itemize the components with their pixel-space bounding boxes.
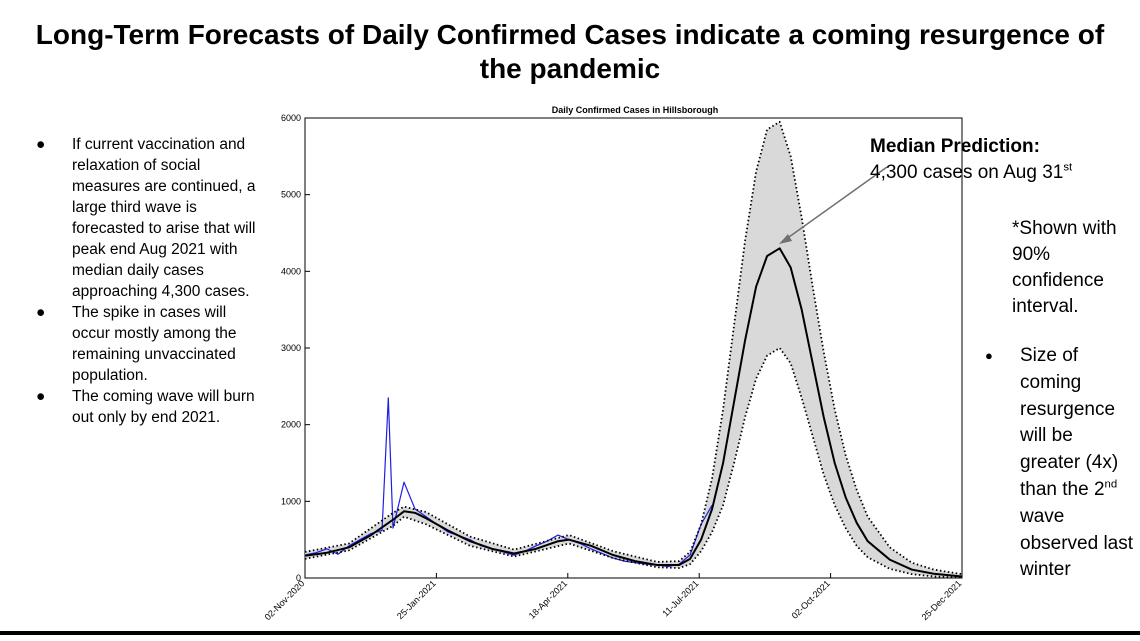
y-tick-label: 4000	[281, 266, 301, 276]
confidence-band	[305, 121, 962, 578]
bullet-icon: ●	[36, 304, 46, 321]
left-bullet-text: The coming wave will burn out only by en…	[72, 388, 255, 426]
right-bullet-sup: nd	[1104, 478, 1118, 491]
callout-heading: Median Prediction:	[870, 136, 1040, 157]
left-bullet-item: ● The spike in cases will occur mostly a…	[36, 302, 266, 386]
slide-title: Long-Term Forecasts of Daily Confirmed C…	[0, 18, 1140, 86]
callout-arrowhead-icon	[779, 234, 792, 244]
callout-arrow	[781, 166, 888, 243]
bullet-icon: ●	[985, 348, 993, 363]
left-bullet-item: ● If current vaccination and relaxation …	[36, 134, 266, 302]
slide-title-line-2: the pandemic	[479, 53, 661, 84]
x-tick-label: 18-Apr-2021	[527, 578, 569, 620]
right-bullet-list: ● Size of coming resurgence will be grea…	[985, 343, 1137, 584]
x-tick-label: 02-Oct-2021	[790, 578, 832, 620]
left-bullet-text: The spike in cases will occur mostly amo…	[72, 304, 237, 384]
y-tick-label: 1000	[281, 496, 301, 506]
right-bullet-item: ● Size of coming resurgence will be grea…	[985, 343, 1137, 584]
confidence-note: *Shown with 90% confidence interval.	[1012, 218, 1117, 317]
left-bullet-item: ● The coming wave will burn out only by …	[36, 386, 266, 428]
median-callout: Median Prediction: 4,300 cases on Aug 31…	[870, 134, 1072, 186]
callout-value: 4,300 cases on Aug 31	[870, 162, 1064, 183]
left-bullet-text: If current vaccination and relaxation of…	[72, 136, 256, 300]
x-tick-label: 11-Jul-2021	[660, 578, 700, 618]
y-tick-label: 0	[296, 573, 301, 583]
y-tick-label: 3000	[281, 343, 301, 353]
left-bullet-list: ● If current vaccination and relaxation …	[36, 134, 266, 428]
upper-bound-line	[304, 120, 963, 576]
lower-bound-line	[304, 347, 963, 579]
callout-value-suffix: st	[1063, 161, 1073, 174]
chart-container: Daily Confirmed Cases in Hillsborough 0 1…	[255, 100, 970, 635]
y-tick-label: 5000	[281, 190, 301, 200]
bottom-rule	[0, 631, 1140, 635]
median-prediction-line	[304, 247, 963, 578]
right-bullet-text-1: Size of coming resurgence will be greate…	[1020, 345, 1119, 500]
x-tick-label: 25-Jan-2021	[395, 578, 438, 621]
forecast-chart: Daily Confirmed Cases in Hillsborough 0 1…	[263, 105, 964, 622]
slide-title-line-1: Long-Term Forecasts of Daily Confirmed C…	[35, 19, 1105, 50]
chart-title: Daily Confirmed Cases in Hillsborough	[552, 105, 719, 115]
bullet-icon: ●	[36, 388, 46, 405]
y-tick-label: 2000	[281, 420, 301, 430]
x-tick-label: 25-Dec-2021	[920, 578, 964, 622]
right-bullet-text-2: wave observed last winter	[1020, 505, 1134, 581]
bullet-icon: ●	[36, 136, 46, 153]
x-tick-label: 02-Nov-2020	[263, 578, 307, 622]
y-tick-label: 6000	[281, 113, 301, 123]
